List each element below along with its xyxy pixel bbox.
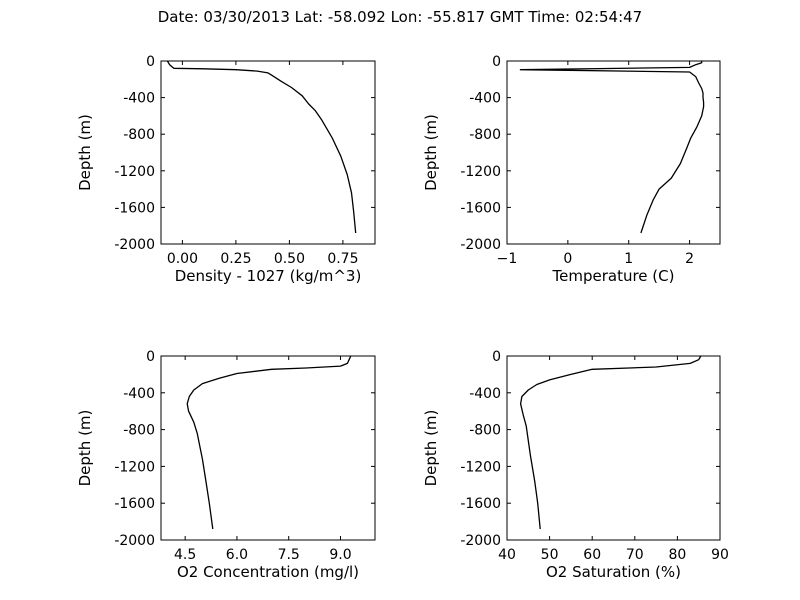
- profile-line-1: [519, 355, 702, 530]
- y-axis-label: Depth (m): [422, 114, 440, 191]
- y-tick-label: -1200: [460, 164, 501, 180]
- y-tick-label: 0: [146, 54, 155, 70]
- y-tick-label: -800: [469, 423, 501, 439]
- chart-panel-4: 40 50 60 70 80 90 0 -400 -800 -1200 -1600 -2000 O2 S…: [422, 349, 729, 581]
- y-tick-label: -2000: [460, 533, 501, 549]
- y-tick-label: -1600: [114, 496, 155, 512]
- x-tick-label: 2: [685, 251, 694, 267]
- y-tick-label: -1600: [460, 200, 501, 216]
- x-tick-label: 0.25: [220, 251, 251, 267]
- x-tick-label: 1: [624, 251, 633, 267]
- figure-title: Date: 03/30/2013 Lat: -58.092 Lon: -55.8…: [157, 8, 643, 26]
- x-tick-label: 60: [583, 547, 601, 563]
- y-tick-label: -1600: [460, 496, 501, 512]
- y-tick-label: -2000: [114, 237, 155, 253]
- y-tick-label: -800: [469, 127, 501, 143]
- plot-frame: [160, 355, 376, 541]
- x-tick-label: 90: [711, 547, 729, 563]
- y-axis-label: Depth (m): [76, 410, 94, 487]
- y-tick-label: -1200: [460, 459, 501, 475]
- plot-frame: [160, 60, 376, 245]
- x-tick-label: 0.00: [167, 251, 198, 267]
- y-axis-label: Depth (m): [76, 114, 94, 191]
- x-axis-label: O2 Saturation (%): [546, 563, 681, 581]
- y-tick-label: -1600: [114, 200, 155, 216]
- y-tick-label: -400: [123, 91, 155, 107]
- x-tick-label: 0: [563, 251, 572, 267]
- y-tick-label: 0: [146, 349, 155, 365]
- chart-panel-3: 4.5 6.0 7.5 9.0 0 -400 -800 -1200 -1600 -2000 O2 C…: [76, 349, 376, 581]
- y-tick-label: -400: [123, 386, 155, 402]
- x-tick-label: 80: [668, 547, 686, 563]
- x-axis-label: Temperature (C): [552, 267, 675, 285]
- y-tick-label: 0: [492, 54, 501, 70]
- plot-frame: [506, 355, 721, 541]
- profile-line-1: [186, 355, 352, 530]
- x-axis-label: Density - 1027 (kg/m^3): [175, 267, 362, 285]
- x-tick-label: 0.50: [274, 251, 305, 267]
- chart-panel-1: 0.00 0.25 0.50 0.75 0 -400 -800 -1200 -1600 -2000…: [76, 54, 376, 285]
- chart-panel-2: −1 0 1 2 0 -400 -800 -1200 -1600 -2000 Temperature…: [422, 54, 721, 285]
- y-tick-label: -400: [469, 91, 501, 107]
- y-tick-label: -2000: [114, 533, 155, 549]
- y-tick-label: -400: [469, 386, 501, 402]
- x-tick-label: 6.0: [226, 547, 248, 563]
- y-tick-label: -1200: [114, 459, 155, 475]
- y-tick-label: 0: [492, 349, 501, 365]
- x-tick-label: −1: [497, 251, 518, 267]
- y-tick-label: -2000: [460, 237, 501, 253]
- profile-line-1: [519, 61, 705, 234]
- x-tick-label: 50: [541, 547, 559, 563]
- x-tick-label: 0.75: [327, 251, 358, 267]
- plot-frame: [506, 60, 721, 245]
- y-tick-label: -800: [123, 127, 155, 143]
- profile-line-1: [166, 60, 357, 234]
- x-axis-label: O2 Concentration (mg/l): [177, 563, 359, 581]
- y-axis-label: Depth (m): [422, 410, 440, 487]
- x-tick-label: 7.5: [278, 547, 300, 563]
- x-tick-label: 40: [498, 547, 516, 563]
- y-tick-label: -1200: [114, 164, 155, 180]
- x-tick-label: 70: [626, 547, 644, 563]
- x-tick-label: 4.5: [174, 547, 196, 563]
- x-tick-label: 9.0: [329, 547, 351, 563]
- y-tick-label: -800: [123, 423, 155, 439]
